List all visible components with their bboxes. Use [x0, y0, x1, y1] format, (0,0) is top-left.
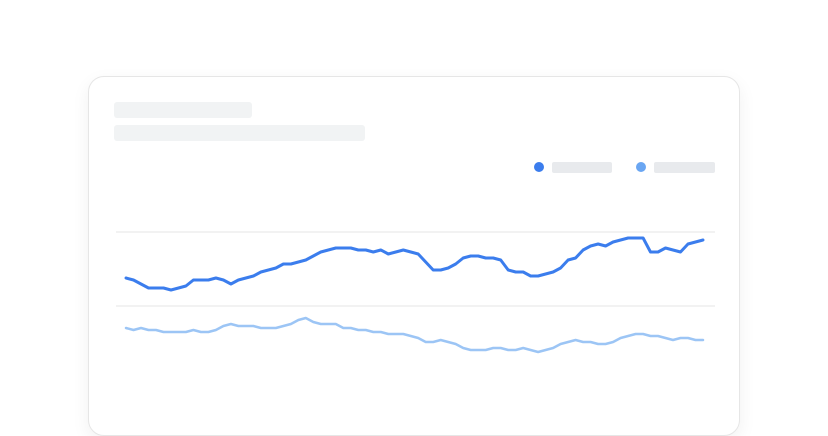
- series-line-1: [124, 236, 705, 292]
- legend-label-placeholder-series-2: [654, 162, 715, 173]
- legend-dot-series-2: [636, 162, 646, 172]
- legend-label-placeholder-series-1: [552, 162, 612, 173]
- title-placeholder: [114, 102, 252, 118]
- legend-dot-series-1: [534, 162, 544, 172]
- series-lines: [124, 236, 705, 354]
- line-chart: [116, 231, 715, 354]
- chart-card: [88, 76, 740, 436]
- series-line-2: [124, 316, 705, 354]
- subtitle-placeholder: [114, 125, 365, 141]
- gridlines: [116, 231, 715, 307]
